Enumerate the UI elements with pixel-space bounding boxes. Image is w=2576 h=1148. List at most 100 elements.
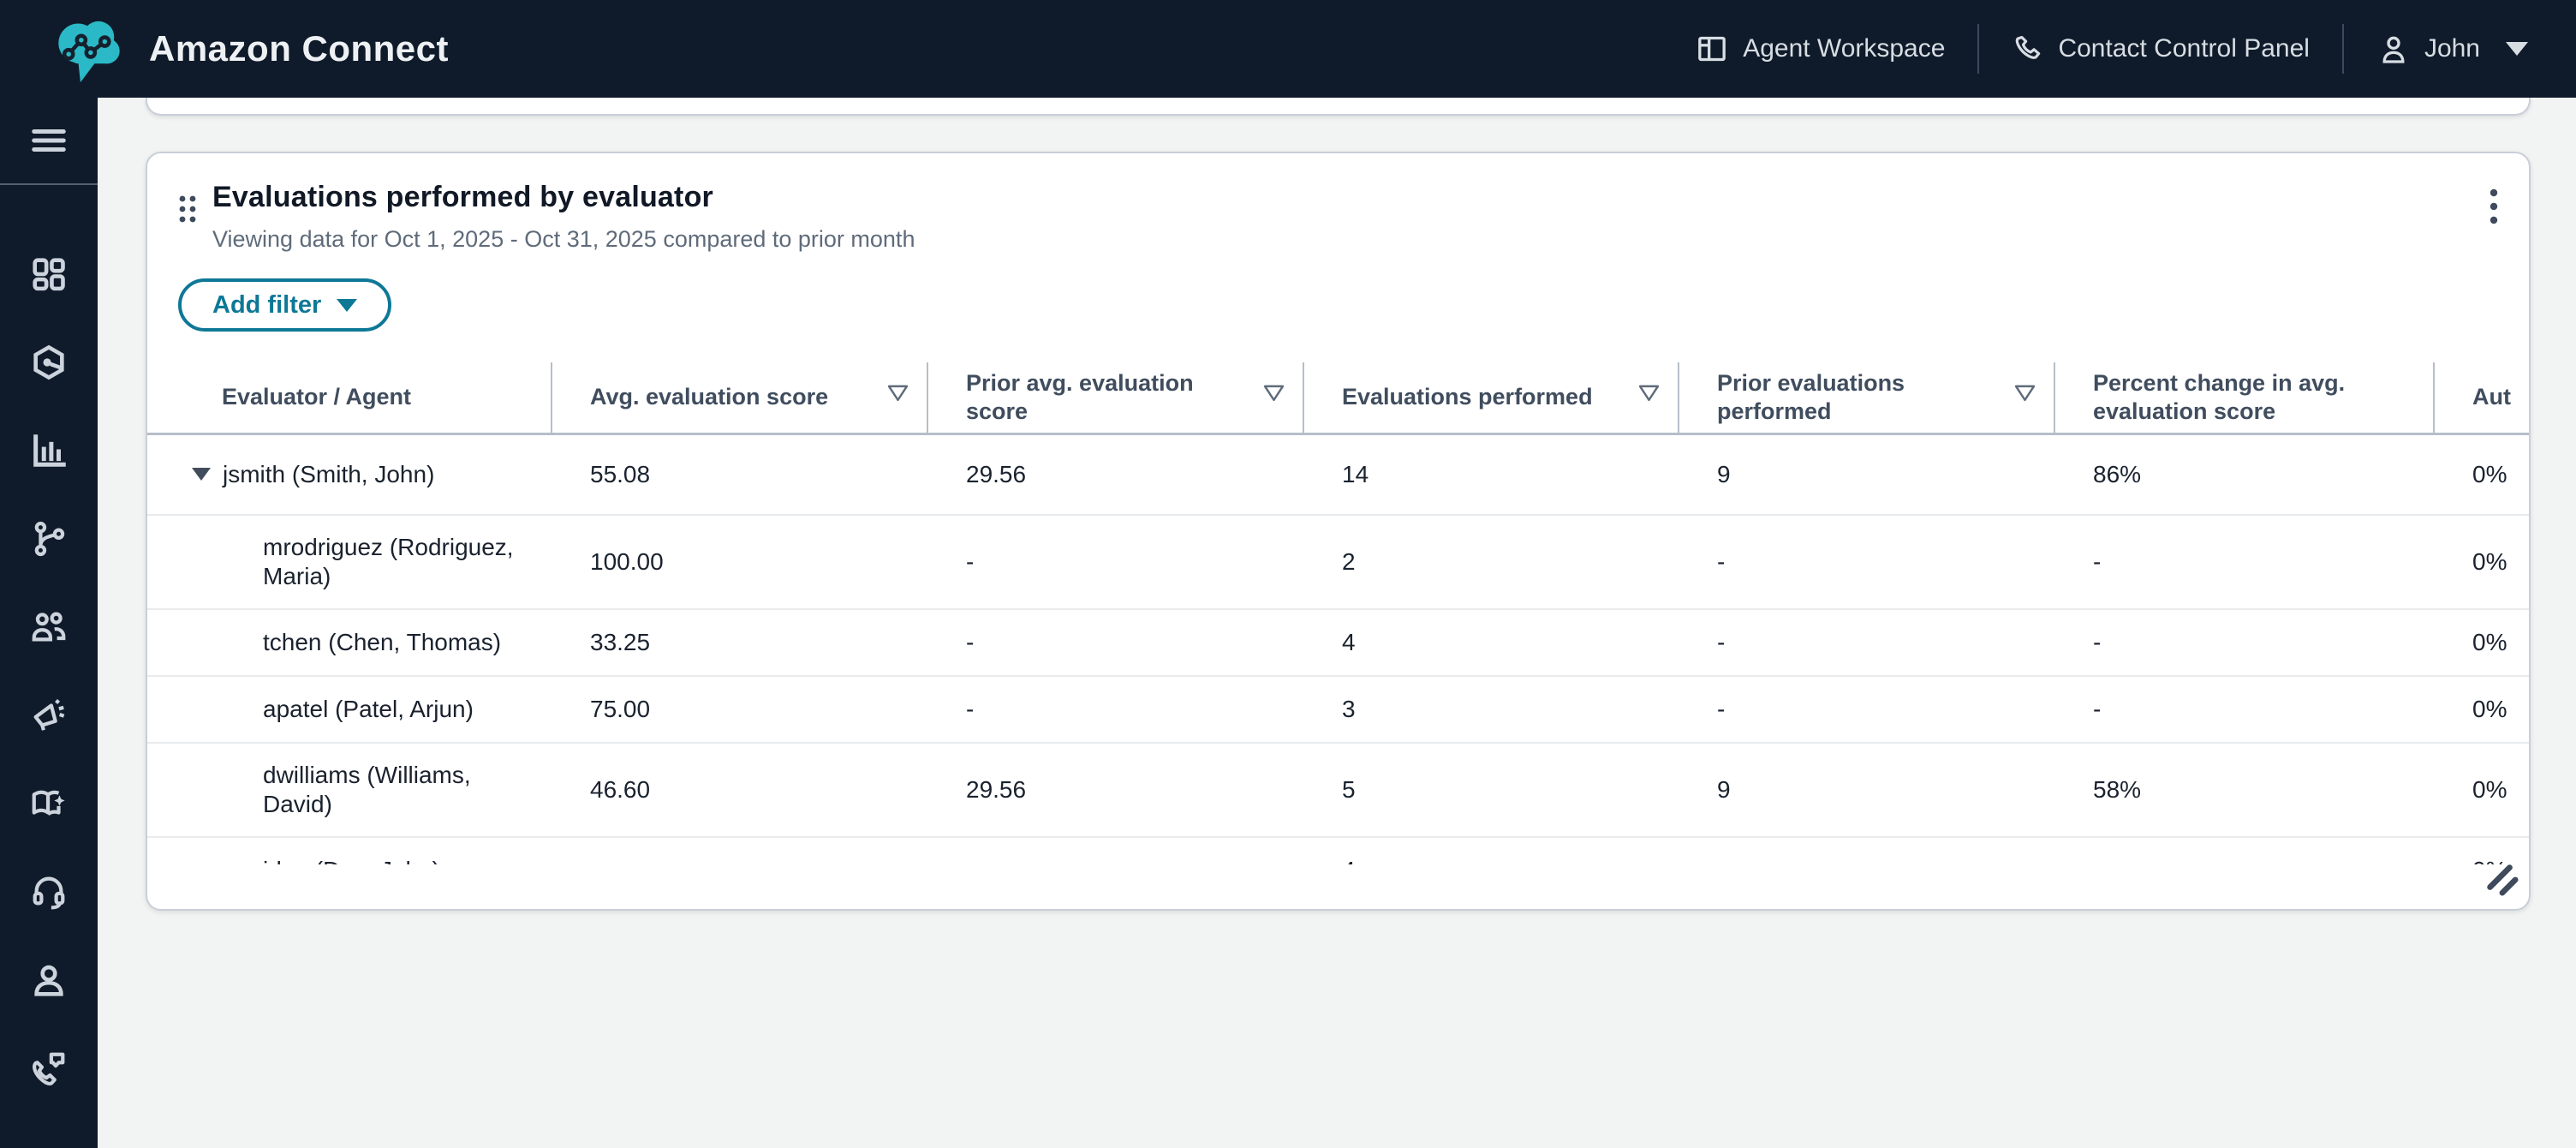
value-cell: 75.00: [590, 695, 651, 722]
value-cell: -: [928, 839, 1304, 864]
value-cell: 3: [1342, 695, 1356, 722]
table-row[interactable]: dwilliams (Williams, David) 46.60 29.56 5 9…: [147, 744, 2529, 838]
value-cell: 55.08: [590, 460, 651, 487]
value-cell: 9: [1717, 775, 1731, 803]
column-filter-icon[interactable]: [876, 383, 909, 411]
row-expand-icon[interactable]: [192, 467, 211, 481]
sidebar-item-profile[interactable]: [0, 936, 98, 1024]
vertical-ellipsis-icon: [2490, 188, 2498, 224]
hamburger-menu-icon: [29, 121, 69, 160]
content-area: Evaluations performed by evaluator Viewi…: [98, 98, 2576, 1148]
table-row[interactable]: tchen (Chen, Thomas) 33.25 - 4 - - 0%: [147, 610, 2529, 677]
value-cell: -: [1717, 628, 1726, 655]
drag-handle-icon[interactable]: [176, 193, 199, 230]
value-cell: 5: [1342, 775, 1356, 803]
sidebar-item-dashboard[interactable]: [0, 230, 98, 318]
value-cell: 0%: [2472, 460, 2507, 487]
column-filter-icon[interactable]: [1252, 383, 1285, 411]
value-cell: -: [966, 547, 975, 575]
agent-workspace-link[interactable]: Agent Workspace: [1695, 32, 1945, 66]
evaluator-name: dwilliams (Williams, David): [263, 761, 471, 817]
value-cell: -: [2093, 695, 2102, 722]
widget-header: Evaluations performed by evaluator Viewi…: [147, 153, 2529, 253]
value-cell: -: [1717, 547, 1726, 575]
widget-title: Evaluations performed by evaluator: [212, 181, 713, 213]
value-cell: -: [966, 695, 975, 722]
column-header[interactable]: Evaluator / Agent: [147, 362, 552, 433]
widget-subtitle: Viewing data for Oct 1, 2025 - Oct 31, 2…: [212, 226, 915, 252]
workspace-layout-icon: [1695, 32, 1729, 66]
table-row[interactable]: jdoe (Doe, John) --4--0%: [147, 838, 2529, 864]
sidebar-item-routing[interactable]: [0, 318, 98, 406]
value-cell: 2: [1342, 547, 1356, 575]
column-header-label: Evaluations performed: [1342, 384, 1593, 410]
value-cell: 0%: [2472, 628, 2507, 655]
value-cell: 33.25: [590, 628, 651, 655]
column-header[interactable]: Aut: [2435, 364, 2529, 431]
widget-menu-button[interactable]: [2481, 179, 2507, 242]
value-cell: 0%: [2472, 775, 2507, 803]
column-header[interactable]: Percent change in avg. evaluation score: [2055, 362, 2435, 433]
value-cell: 4: [1342, 628, 1356, 655]
value-cell: 46.60: [590, 775, 651, 803]
sidebar-item-knowledge[interactable]: [0, 759, 98, 847]
sidebar-item-analytics[interactable]: [0, 406, 98, 494]
sidebar-item-campaigns[interactable]: [0, 671, 98, 759]
evaluator-name-cell: tchen (Chen, Thomas): [147, 611, 552, 674]
evaluations-widget-card: Evaluations performed by evaluator Viewi…: [146, 152, 2531, 911]
phone-icon: [2012, 33, 2044, 65]
user-icon: [2376, 32, 2411, 66]
evaluator-name-cell: jdoe (Doe, John): [147, 839, 552, 864]
column-header-label: Evaluator / Agent: [222, 384, 412, 410]
contact-control-panel-link[interactable]: Contact Control Panel: [2012, 33, 2310, 65]
evaluator-name-cell: apatel (Patel, Arjun): [147, 678, 552, 741]
sidebar-item-agent-support[interactable]: [0, 847, 98, 936]
value-cell: -: [2055, 839, 2435, 864]
table-row[interactable]: jsmith (Smith, John) 55.08 29.56 14 9 86% 0%: [147, 435, 2529, 516]
users-icon: [29, 607, 69, 647]
person-icon: [29, 960, 69, 1000]
book-sparkle-icon: [29, 784, 69, 823]
value-cell: 29.56: [966, 460, 1027, 487]
branch-icon: [29, 519, 69, 559]
value-cell: 9: [1717, 460, 1731, 487]
chevron-down-icon: [2506, 42, 2528, 56]
user-menu[interactable]: John: [2376, 32, 2528, 66]
value-cell: -: [1679, 839, 2055, 864]
column-header[interactable]: Evaluations performed: [1304, 362, 1679, 433]
column-filter-icon[interactable]: [1627, 383, 1661, 411]
table-header-row: Evaluator / Agent Avg. evaluation score …: [147, 362, 2529, 435]
megaphone-icon: [29, 696, 69, 735]
user-name-label: John: [2424, 34, 2480, 63]
top-nav: Agent Workspace Contact Control Panel Jo…: [1695, 24, 2528, 74]
value-cell: -: [2093, 547, 2102, 575]
value-cell: -: [2093, 628, 2102, 655]
sidebar-divider: [0, 183, 98, 185]
value-cell: -: [552, 839, 928, 864]
sidebar-item-flows[interactable]: [0, 494, 98, 583]
table-row[interactable]: apatel (Patel, Arjun) 75.00 - 3 - - 0%: [147, 677, 2529, 744]
resize-handle[interactable]: [2483, 860, 2519, 900]
column-header[interactable]: Prior evaluations performed: [1679, 362, 2055, 433]
column-header[interactable]: Avg. evaluation score: [552, 362, 928, 433]
value-cell: 86%: [2093, 460, 2142, 487]
sidebar-item-contacts[interactable]: [0, 1024, 98, 1112]
column-header-label: Aut: [2472, 384, 2511, 410]
evaluator-name: tchen (Chen, Thomas): [263, 628, 502, 655]
table-body: jsmith (Smith, John) 55.08 29.56 14 9 86% 0% …: [147, 435, 2529, 864]
add-filter-button[interactable]: Add filter: [178, 278, 392, 332]
sidebar-item-users[interactable]: [0, 583, 98, 671]
sidebar-menu-toggle[interactable]: [0, 98, 98, 183]
evaluator-name-cell: dwilliams (Williams, David): [147, 744, 552, 836]
column-filter-icon[interactable]: [2003, 383, 2036, 411]
brand-name: Amazon Connect: [149, 28, 450, 69]
value-cell: 0%: [2472, 695, 2507, 722]
dropdown-caret-icon: [337, 298, 358, 312]
agent-workspace-label: Agent Workspace: [1743, 34, 1946, 63]
column-header[interactable]: Prior avg. evaluation score: [928, 362, 1304, 433]
brand: Amazon Connect: [50, 10, 449, 88]
table-row[interactable]: mrodriguez (Rodriguez, Maria) 100.00 - 2 - -…: [147, 516, 2529, 610]
sidebar-nav: [0, 230, 98, 1112]
bar-chart-icon: [29, 431, 69, 470]
value-cell: -: [966, 628, 975, 655]
